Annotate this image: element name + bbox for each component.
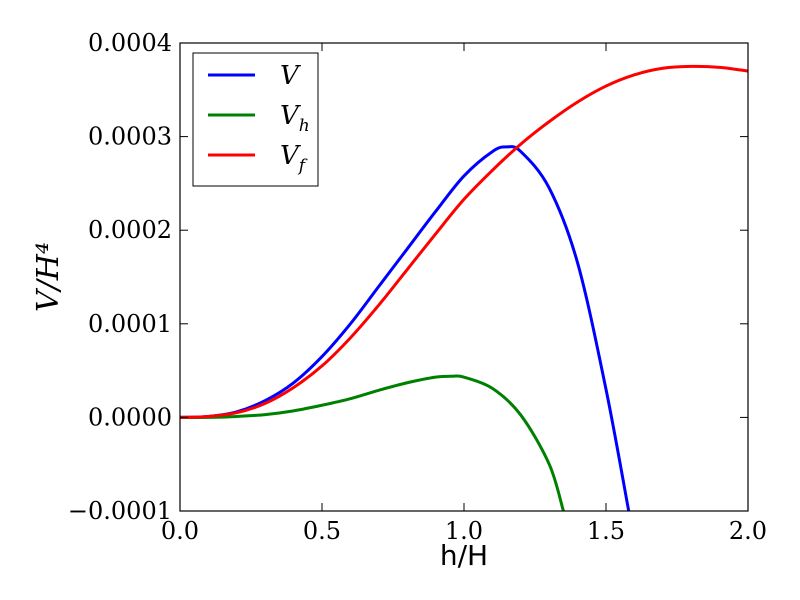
x-tick-label: 2.0 bbox=[729, 517, 767, 545]
y-tick-label: −0.0001 bbox=[68, 497, 172, 525]
series-line-v-h bbox=[180, 374, 565, 511]
legend-label: Vf bbox=[280, 141, 308, 176]
y-tick-label: 0.0001 bbox=[88, 310, 172, 338]
x-tick-label: 0.5 bbox=[303, 517, 341, 545]
x-tick-label: 1.5 bbox=[587, 517, 625, 545]
x-tick-label: 1.0 bbox=[445, 517, 483, 545]
y-axis-label: V/H⁴ bbox=[31, 242, 66, 312]
x-axis-label: h/H bbox=[440, 539, 488, 572]
legend-label: V bbox=[280, 61, 301, 91]
y-tick-label: 0.0002 bbox=[88, 216, 172, 244]
legend-label: Vh bbox=[280, 101, 310, 136]
series-line-v-f bbox=[180, 64, 748, 419]
y-tick-label: 0.0004 bbox=[88, 29, 172, 57]
x-tick-label: 0.0 bbox=[161, 517, 199, 545]
series-line-v bbox=[180, 145, 631, 511]
series-layer bbox=[180, 64, 748, 511]
legend: V Vh Vf bbox=[192, 52, 319, 187]
y-tick-label: 0.0000 bbox=[88, 403, 172, 431]
ticks-layer: 0.0 0.5 1.0 1.5 2.0 −0.0001 0.0000 0.0001 0.0002… bbox=[68, 29, 767, 545]
y-tick-label: 0.0003 bbox=[88, 123, 172, 151]
